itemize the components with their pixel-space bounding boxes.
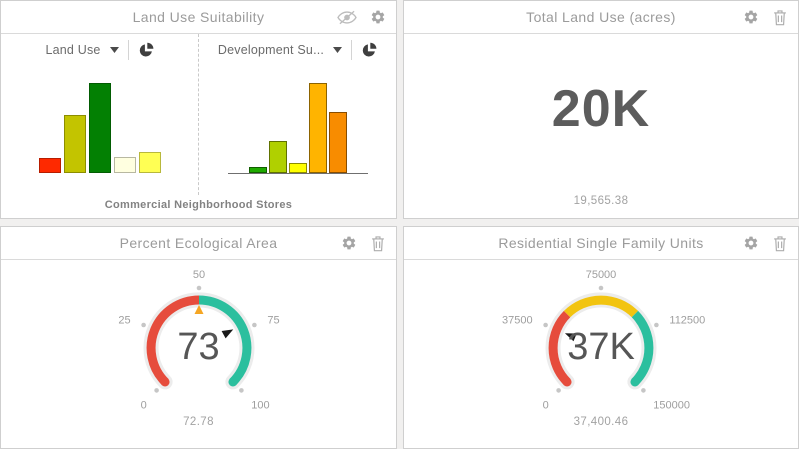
panel-title: Total Land Use (acres) <box>526 9 676 25</box>
gauge-endcap-start <box>160 377 170 387</box>
chart-caption: Commercial Neighborhood Stores <box>104 199 293 211</box>
visibility-off-icon[interactable] <box>337 10 357 25</box>
pie-chart-icon[interactable] <box>361 42 377 58</box>
selector-label: Development Su... <box>217 43 325 57</box>
gauge-tick-label-4: 150000 <box>653 399 690 411</box>
gauge-needle <box>221 329 233 339</box>
gauge-tick-label-1: 37500 <box>502 315 533 327</box>
gauge-tick-dot-1 <box>140 322 146 328</box>
panel-header: Residential Single Family Units <box>404 227 798 260</box>
bar-development-suitability-bar-0[interactable] <box>248 167 267 173</box>
gauge-tick-dot-2 <box>598 285 604 291</box>
gauge-segment-1 <box>198 295 251 386</box>
selector-label: Land Use <box>45 43 101 57</box>
gauge-tick-dot-3 <box>251 322 257 328</box>
gauge-secondary-value: 37,400.46 <box>573 416 629 428</box>
gauge-chart: 0 37500 75000 112500 150000 <box>502 269 705 411</box>
bar-chart-land-use <box>1 83 198 173</box>
chart-half-development-suitability: Development Su... <box>198 34 396 195</box>
gear-icon[interactable] <box>743 235 759 251</box>
gear-icon[interactable] <box>370 9 386 25</box>
header-icons <box>743 227 788 259</box>
separator <box>351 40 353 60</box>
indicator-secondary-value: 19,565.38 <box>573 195 629 207</box>
panel-title: Land Use Suitability <box>132 9 265 25</box>
gauge-tick-label-4: 100 <box>251 399 269 411</box>
gauge-endcap-end <box>227 377 237 387</box>
trash-icon[interactable] <box>772 235 788 252</box>
gauge-segment-2 <box>631 310 654 386</box>
land-use-selector[interactable]: Land Use <box>45 43 119 57</box>
header-icons <box>341 227 386 259</box>
charts-row: Land Use Development Su... <box>1 34 396 195</box>
gauge-needle <box>564 333 577 342</box>
header-icons <box>743 1 788 33</box>
pie-chart-icon[interactable] <box>138 42 154 58</box>
gauge-tick-label-3: 112500 <box>669 315 705 327</box>
gauge-tick-dot-0 <box>153 388 159 393</box>
bar-chart-development-suitability <box>199 83 396 173</box>
gauge-tick-dot-2 <box>196 285 201 291</box>
x-axis-line <box>227 173 368 174</box>
panel-total-land-use: Total Land Use (acres) 20K 19,565.38 <box>403 0 799 219</box>
development-suitability-selector[interactable]: Development Su... <box>217 43 343 57</box>
bar-development-suitability-bar-3[interactable] <box>308 83 327 173</box>
chevron-down-icon <box>109 47 119 53</box>
gear-icon[interactable] <box>743 9 759 25</box>
trash-icon[interactable] <box>772 9 788 26</box>
gauge-percent-ecological: 0 25 50 75 100 73 <box>59 264 339 414</box>
gauge-tick-dot-3 <box>654 322 659 328</box>
panel-header: Percent Ecological Area <box>1 227 396 260</box>
separator <box>127 40 129 60</box>
gauge-value: 37K <box>567 326 635 368</box>
gauge-tick-label-0: 0 <box>543 399 549 411</box>
gauge-threshold-marker <box>194 305 203 314</box>
chevron-down-icon <box>333 47 343 53</box>
chart-half-land-use: Land Use <box>1 34 198 195</box>
bar-development-suitability-bar-1[interactable] <box>268 141 287 173</box>
gauge-tick-label-3: 75 <box>267 315 279 327</box>
gauge-tick-dot-4 <box>238 388 244 393</box>
gauge-tick-label-1: 25 <box>118 315 130 327</box>
header-icons <box>337 1 386 33</box>
gauge-endcap-start <box>562 377 572 387</box>
panel-residential-single-family-units: Residential Single Family Units 0 37500 75… <box>403 226 799 449</box>
bar-land-use-bar-4[interactable] <box>138 152 161 173</box>
panel-header: Land Use Suitability <box>1 1 396 34</box>
gauge-tick-dot-1 <box>543 322 548 328</box>
gauge-tick-label-0: 0 <box>140 399 146 411</box>
panel-header: Total Land Use (acres) <box>404 1 798 34</box>
panel-title: Percent Ecological Area <box>119 235 278 251</box>
gauge-endcap-end <box>630 377 640 387</box>
bar-development-suitability-bar-4[interactable] <box>328 112 347 173</box>
gear-icon[interactable] <box>341 235 357 251</box>
panel-land-use-suitability: Land Use Suitability Land Use <box>0 0 397 219</box>
gauge-tick-label-2: 50 <box>192 269 204 281</box>
selector-row: Land Use <box>1 34 198 66</box>
bar-development-suitability-bar-2[interactable] <box>288 163 307 173</box>
gauge-secondary-value: 72.78 <box>183 416 214 428</box>
bar-land-use-bar-1[interactable] <box>63 115 86 173</box>
panel-percent-ecological-area: Percent Ecological Area 0 25 50 75 100 73 72… <box>0 226 397 449</box>
panel-title: Residential Single Family Units <box>498 235 704 251</box>
bar-land-use-bar-2[interactable] <box>88 83 111 173</box>
bar-land-use-bar-3[interactable] <box>113 157 136 173</box>
gauge-tick-dot-4 <box>641 388 646 393</box>
trash-icon[interactable] <box>370 235 386 252</box>
selector-row: Development Su... <box>199 34 396 66</box>
gauge-segment-1 <box>563 295 639 318</box>
indicator-value: 20K <box>551 80 651 138</box>
gauge-value: 73 <box>177 326 220 368</box>
gauge-residential-units: 0 37500 75000 112500 150000 37K <box>461 264 741 414</box>
bar-land-use-bar-0[interactable] <box>38 158 61 173</box>
gauge-tick-label-2: 75000 <box>586 269 617 281</box>
gauge-tick-dot-0 <box>556 388 561 393</box>
gauge-segment-0 <box>548 310 571 386</box>
gauge-segment-0 <box>146 295 199 386</box>
gauge-chart: 0 25 50 75 100 <box>118 269 279 411</box>
